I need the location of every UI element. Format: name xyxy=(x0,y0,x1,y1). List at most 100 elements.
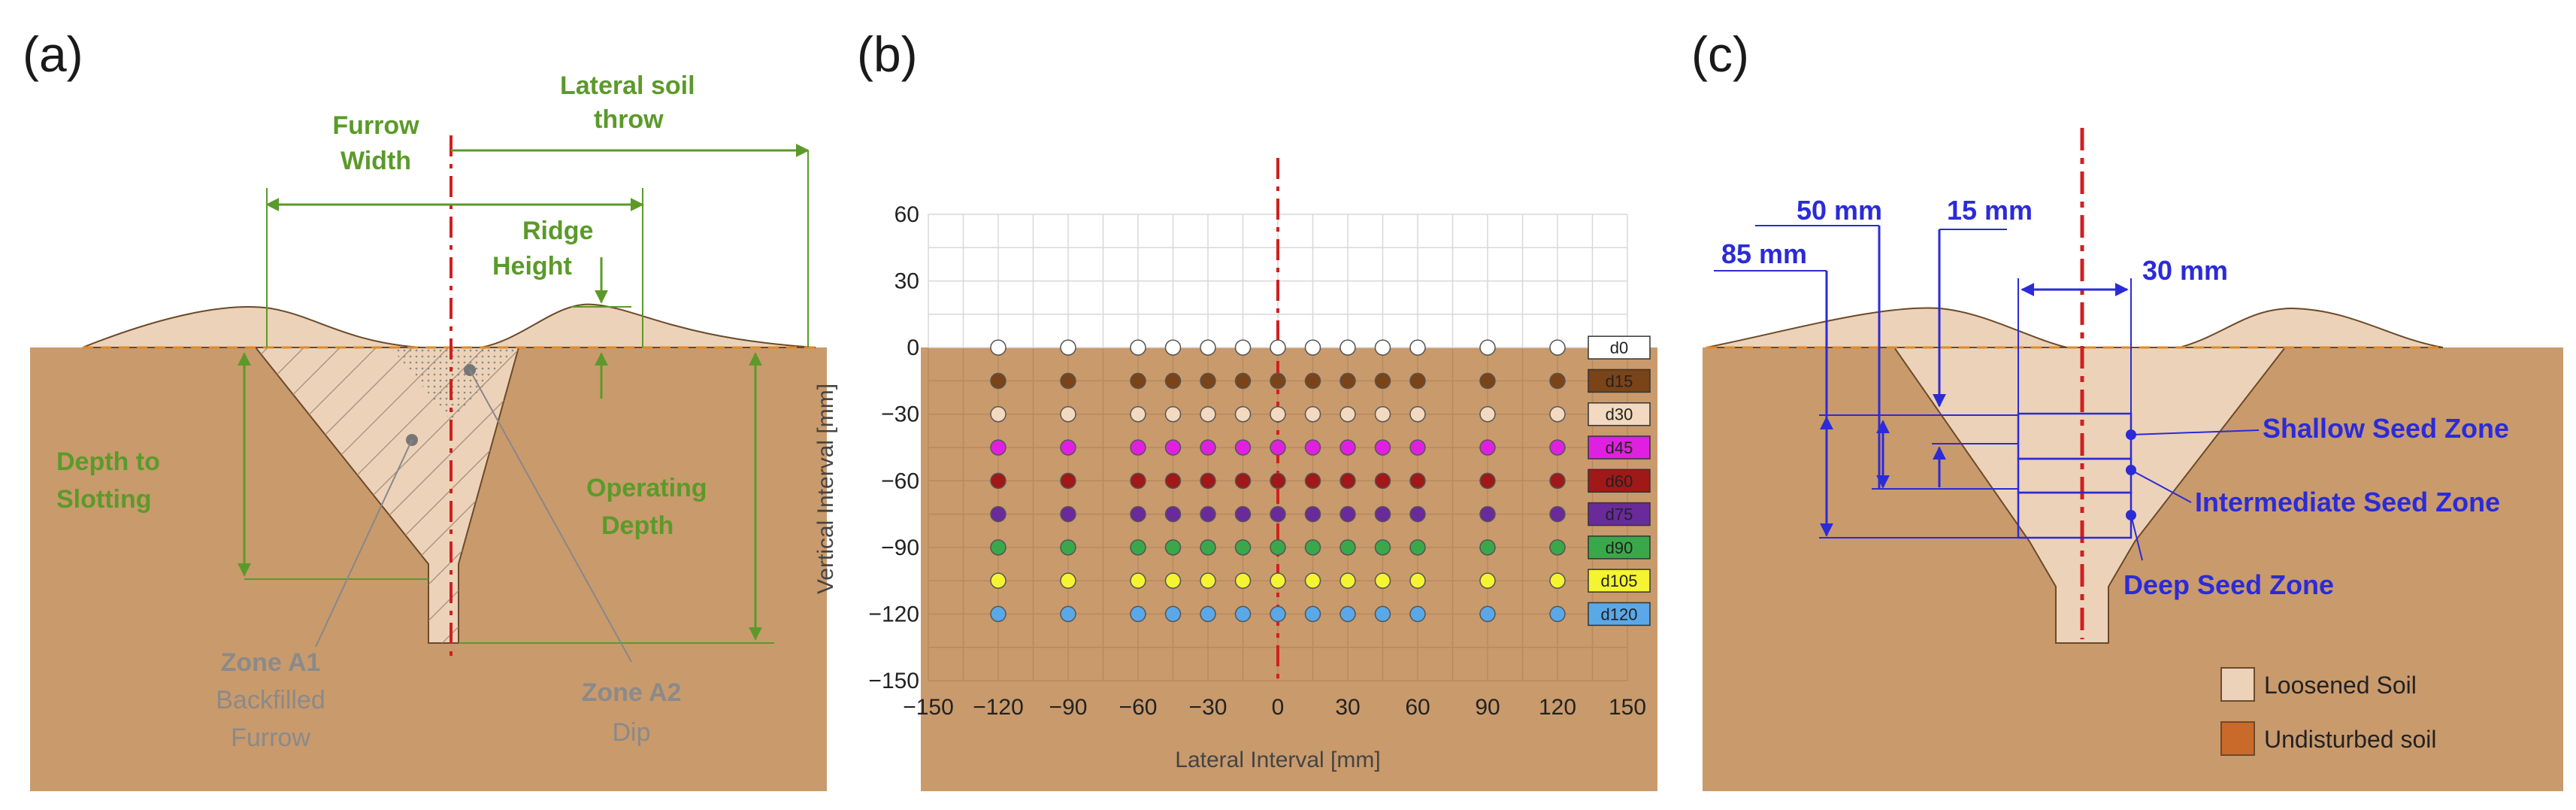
ridge-profile-c xyxy=(1706,307,2444,348)
data-point-d0 xyxy=(1409,339,1426,356)
x-tick-label: 30 xyxy=(1335,695,1360,720)
dim-30-label: 30 mm xyxy=(2142,255,2228,286)
furrow-width-label-1: Furrow xyxy=(332,111,419,140)
y-tick-label: 30 xyxy=(894,269,919,294)
data-point-d105 xyxy=(1339,572,1356,589)
data-point-d15 xyxy=(1339,372,1356,390)
data-point-d0 xyxy=(990,339,1006,356)
data-point-d75 xyxy=(1549,505,1566,523)
data-point-d90 xyxy=(1234,539,1252,556)
panel-a-label: (a) xyxy=(23,26,83,82)
data-point-d45 xyxy=(1060,439,1076,456)
data-point-d90 xyxy=(1339,539,1356,556)
data-point-d30 xyxy=(1234,405,1252,423)
data-point-d90 xyxy=(1479,539,1496,556)
legend-label-d60: d60 xyxy=(1606,472,1633,490)
data-point-d105 xyxy=(1060,572,1076,589)
data-point-d30 xyxy=(990,405,1006,423)
data-point-d75 xyxy=(1234,505,1252,523)
data-point-d75 xyxy=(990,505,1006,523)
legend-undisturbed-swatch xyxy=(2220,721,2255,756)
x-tick-label: 60 xyxy=(1405,695,1430,720)
legend-label-d75: d75 xyxy=(1606,505,1633,524)
data-point-d120 xyxy=(1130,605,1146,623)
data-point-d0 xyxy=(1060,339,1076,356)
data-point-d60 xyxy=(1549,472,1566,490)
ridge-profile-a xyxy=(82,303,816,348)
zone-a1-label: Zone A1 xyxy=(221,648,321,677)
data-point-d105 xyxy=(990,572,1006,589)
data-point-d60 xyxy=(1409,472,1426,490)
data-point-d45 xyxy=(1479,439,1496,456)
legend-label-d30: d30 xyxy=(1606,405,1633,424)
data-point-d60 xyxy=(1479,472,1496,490)
legend-undisturbed-label: Undisturbed soil xyxy=(2264,726,2436,753)
zone-a2-dip-fill xyxy=(391,347,519,421)
y-axis-label: Vertical Interval [mm] xyxy=(813,384,838,594)
x-tick-label: 90 xyxy=(1475,695,1500,720)
data-point-d45 xyxy=(1200,439,1216,456)
x-tick-label: −60 xyxy=(1119,695,1158,720)
data-point-d0 xyxy=(1130,339,1146,356)
soil-background-b xyxy=(921,347,1657,791)
data-point-d30 xyxy=(1304,405,1321,423)
data-point-d75 xyxy=(1060,505,1076,523)
data-point-d60 xyxy=(1130,472,1146,490)
data-point-d45 xyxy=(1164,439,1182,456)
data-point-d105 xyxy=(1409,572,1426,589)
legend-label-d120: d120 xyxy=(1601,605,1638,623)
data-point-d120 xyxy=(1409,605,1426,623)
data-point-d105 xyxy=(1479,572,1496,589)
data-point-d45 xyxy=(1304,439,1321,456)
data-point-d90 xyxy=(1270,539,1286,556)
data-point-d90 xyxy=(990,539,1006,556)
intermediate-zone-label: Intermediate Seed Zone xyxy=(2195,487,2500,517)
zone-a1-sub-1: Backfilled xyxy=(216,686,325,714)
data-point-d15 xyxy=(1060,372,1076,390)
data-point-d105 xyxy=(1234,572,1252,589)
data-point-d0 xyxy=(1164,339,1182,356)
data-point-d105 xyxy=(1374,572,1391,589)
legend-swatch-d90 xyxy=(1588,535,1651,560)
data-point-d90 xyxy=(1060,539,1076,556)
data-point-d0 xyxy=(1234,339,1252,356)
data-point-d60 xyxy=(1270,472,1286,490)
scatter-chart: −150 −120 −90 −60 −30 0 30 60 90 120 150 60 30 0 −30 −6… xyxy=(868,158,1651,720)
panel-b-label: (b) xyxy=(857,26,918,82)
data-point-d15 xyxy=(990,372,1006,390)
data-point-d120 xyxy=(1304,605,1321,623)
legend-swatch-d105 xyxy=(1588,569,1651,593)
data-point-d15 xyxy=(1164,372,1182,390)
legend-label-d0: d0 xyxy=(1610,338,1628,357)
legend-label-d105: d105 xyxy=(1601,572,1638,590)
data-point-d90 xyxy=(1409,539,1426,556)
depth-to-slotting-label-1: Depth to xyxy=(56,447,160,476)
legend-label-d15: d15 xyxy=(1606,372,1633,390)
panel-b: (b) −150 −120 −90 −60 −30 0 30 60 90 120 15060300−… xyxy=(813,26,1657,791)
data-point-d45 xyxy=(1339,439,1356,456)
data-point-d120 xyxy=(1479,605,1496,623)
data-point-d75 xyxy=(1270,505,1286,523)
data-point-d15 xyxy=(1374,372,1391,390)
deep-zone-leader xyxy=(2130,514,2143,561)
data-point-d15 xyxy=(1409,372,1426,390)
x-tick-label: −150 xyxy=(903,695,954,720)
data-point-d30 xyxy=(1409,405,1426,423)
data-point-d105 xyxy=(1549,572,1566,589)
y-tick-label: −150 xyxy=(868,669,919,693)
zone-a2-label: Zone A2 xyxy=(582,678,682,707)
legend-swatch-d60 xyxy=(1588,469,1651,493)
data-point-d0 xyxy=(1200,339,1216,356)
data-point-d90 xyxy=(1130,539,1146,556)
data-point-d30 xyxy=(1270,405,1286,423)
data-point-d120 xyxy=(1234,605,1252,623)
data-point-d30 xyxy=(1479,405,1496,423)
data-point-d105 xyxy=(1270,572,1286,589)
data-point-d60 xyxy=(1164,472,1182,490)
data-point-d120 xyxy=(1270,605,1286,623)
data-point-d75 xyxy=(1200,505,1216,523)
dim-15-label: 15 mm xyxy=(1947,195,2033,226)
data-point-d120 xyxy=(990,605,1006,623)
lateral-throw-label-1: Lateral soil xyxy=(560,71,695,100)
y-tick-label: −30 xyxy=(881,402,919,427)
